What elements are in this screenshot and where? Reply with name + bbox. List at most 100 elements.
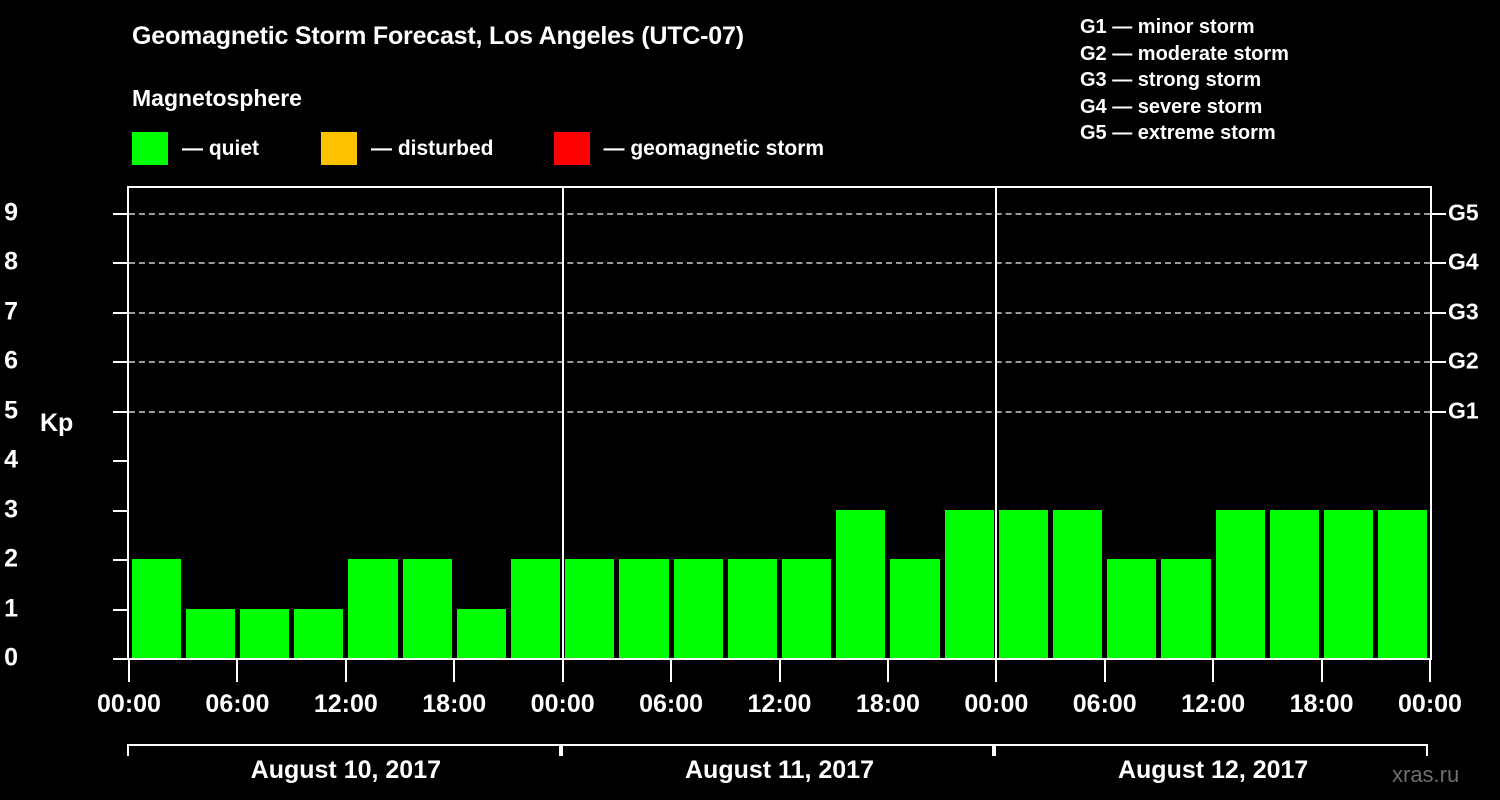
y-tick-label-9: 9 [4, 198, 18, 227]
y-tick-mark-7 [113, 311, 127, 314]
x-tick-mark-8 [995, 660, 998, 682]
legend-entry-geomagnetic-storm: — geomagnetic storm [553, 132, 825, 165]
g-tick-label-G1: G1 [1448, 397, 1479, 424]
bar [1107, 559, 1157, 658]
x-tick-label-0: 00:00 [97, 690, 161, 718]
bar [348, 559, 398, 658]
g-tick-label-G2: G2 [1448, 347, 1479, 374]
page-title: Geomagnetic Storm Forecast, Los Angeles … [132, 22, 744, 50]
g-scale-legend: G1 — minor storm G2 — moderate storm G3 — … [1080, 14, 1289, 147]
bar [1269, 509, 1320, 658]
y-tick-label-4: 4 [4, 445, 18, 474]
bar [727, 559, 777, 658]
bar [836, 509, 886, 658]
magnetosphere-section-label: Magnetosphere [132, 85, 302, 111]
x-tick-label-8: 00:00 [964, 690, 1029, 718]
x-tick-label-4: 00:00 [530, 690, 595, 718]
g-tick-mark-G5 [1432, 212, 1446, 215]
g-legend-row-5: G5 — extreme storm [1080, 122, 1276, 144]
x-tick-label-6: 12:00 [747, 690, 812, 718]
date-bracket [127, 744, 561, 756]
day-separator [995, 188, 998, 658]
bar [673, 559, 723, 658]
bar [456, 608, 506, 658]
gridline-kp-6 [129, 361, 1430, 364]
bar [944, 509, 994, 658]
date-bracket [994, 744, 1428, 756]
y-tick-label-1: 1 [4, 594, 18, 623]
legend-entry-quiet: — quiet [132, 132, 259, 165]
y-tick-mark-2 [113, 559, 127, 562]
y-tick-label-5: 5 [4, 396, 18, 425]
bar [1161, 559, 1211, 658]
g-legend-row-2: G2 — moderate storm [1080, 42, 1289, 65]
g-tick-mark-G1 [1432, 410, 1446, 413]
x-tick-mark-0 [128, 660, 130, 682]
y-tick-mark-5 [113, 410, 127, 413]
bar [510, 559, 561, 658]
y-tick-mark-0 [113, 658, 127, 660]
bar [1215, 509, 1265, 658]
y-tick-mark-8 [113, 262, 127, 265]
y-axis-title: Kp [40, 409, 74, 437]
bar [998, 509, 1049, 658]
y-tick-label-6: 6 [4, 346, 18, 375]
x-tick-label-1: 06:00 [205, 690, 270, 718]
y-tick-mark-3 [113, 509, 127, 512]
y-tick-mark-1 [113, 608, 127, 611]
x-tick-mark-3 [453, 660, 456, 682]
bar [565, 559, 615, 658]
gridline-kp-7 [129, 311, 1430, 314]
x-tick-label-11: 18:00 [1289, 690, 1354, 718]
y-tick-label-3: 3 [4, 495, 18, 524]
g-legend-row-3: G3 — strong storm [1080, 69, 1262, 91]
date-bracket [560, 744, 995, 756]
x-tick-label-7: 18:00 [855, 690, 920, 718]
legend-label-geomagnetic-storm: — geomagnetic storm [603, 136, 825, 160]
y-tick-label-7: 7 [4, 297, 18, 326]
date-label: August 11, 2017 [685, 756, 874, 784]
bar [185, 608, 235, 658]
g-tick-label-G5: G5 [1448, 199, 1479, 226]
watermark: xras.ru [1392, 762, 1460, 787]
y-tick-mark-6 [113, 361, 127, 364]
day-separator [561, 188, 564, 658]
g-legend-row-1: G1 — minor storm [1080, 16, 1255, 38]
g-tick-mark-G4 [1432, 262, 1446, 265]
x-tick-mark-11 [1320, 660, 1323, 682]
bar [782, 559, 832, 658]
gridline-kp-9 [129, 212, 1430, 215]
legend-swatch-disturbed [321, 132, 357, 165]
x-tick-label-3: 18:00 [422, 690, 487, 718]
x-tick-mark-12 [1429, 660, 1431, 682]
x-tick-mark-7 [886, 660, 889, 682]
x-tick-label-5: 06:00 [639, 690, 704, 718]
plot-area [127, 186, 1432, 660]
legend-label-disturbed: — disturbed [371, 136, 494, 160]
legend-entry-disturbed: — disturbed [321, 132, 494, 165]
y-tick-label-0: 0 [4, 643, 18, 672]
x-tick-mark-4 [561, 660, 564, 682]
x-tick-mark-9 [1103, 660, 1106, 682]
g-tick-mark-G3 [1432, 311, 1446, 314]
legend-swatch-quiet [132, 132, 168, 165]
bar [1324, 509, 1374, 658]
y-tick-mark-9 [113, 212, 127, 215]
date-band [127, 744, 1432, 756]
date-label: August 10, 2017 [250, 756, 442, 784]
x-tick-mark-6 [778, 660, 781, 682]
bar [890, 559, 940, 658]
legend-label-quiet: — quiet [182, 136, 259, 160]
g-tick-label-G3: G3 [1448, 298, 1479, 325]
bar [131, 559, 181, 658]
bar [294, 608, 344, 658]
x-tick-mark-2 [344, 660, 347, 682]
x-tick-label-10: 12:00 [1181, 690, 1246, 718]
gridline-kp-5 [129, 410, 1430, 413]
legend-swatch-geomagnetic-storm [553, 132, 590, 165]
bar [239, 608, 290, 658]
x-tick-mark-10 [1212, 660, 1215, 682]
gridline-kp-8 [129, 262, 1430, 265]
y-tick-label-8: 8 [4, 247, 18, 276]
g-legend-row-4: G4 — severe storm [1080, 95, 1263, 118]
